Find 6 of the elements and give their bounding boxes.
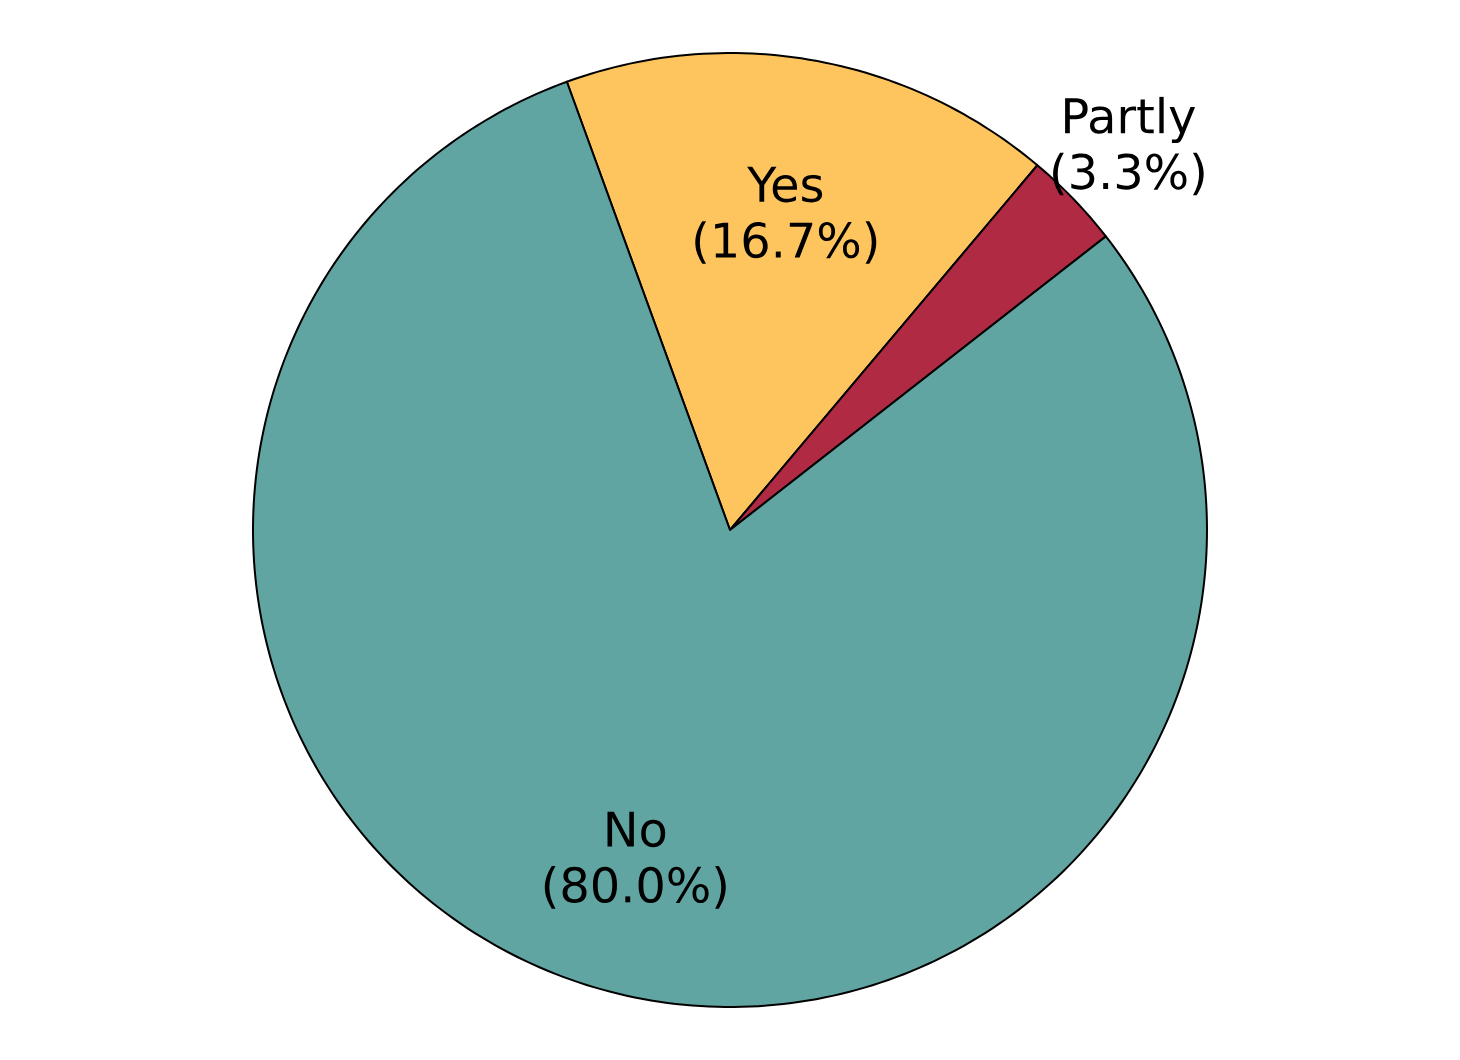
slice-label: Partly	[1065, 96, 1196, 144]
slice-label: Yes	[747, 166, 823, 203]
slice-label: No	[607, 811, 666, 848]
data-label: (16.7%)	[695, 221, 877, 264]
data-label: (80.0%)	[544, 866, 726, 909]
data-label: (3.3%)	[1053, 152, 1204, 196]
